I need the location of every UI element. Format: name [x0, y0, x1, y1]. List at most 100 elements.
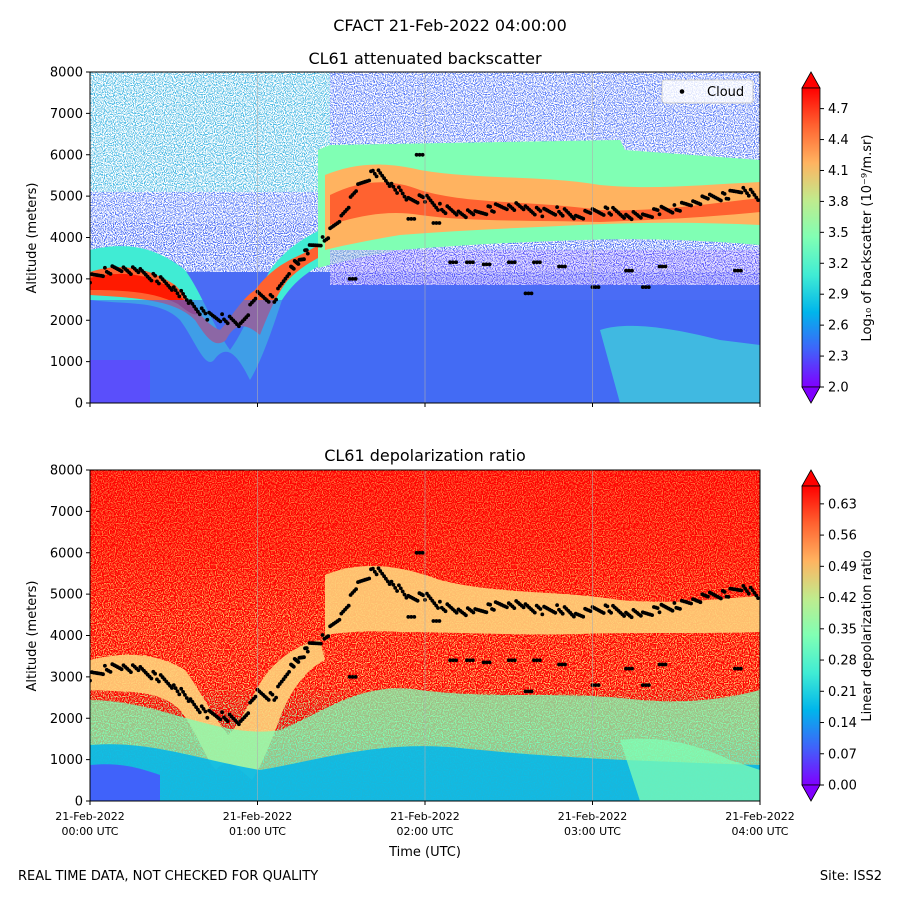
cloud-marker [266, 698, 271, 702]
cloud-marker [538, 209, 543, 213]
cloud-marker [523, 689, 528, 694]
cloud-marker [220, 312, 225, 317]
cloud-marker [540, 214, 545, 219]
cloud-marker [640, 285, 645, 289]
backscatter-cloud-hot-left [90, 273, 200, 315]
backscatter-y-ticks: 0 1000 2000 3000 4000 5000 6000 7000 8000 [50, 66, 90, 412]
cloud-marker [481, 660, 486, 665]
cloud-marker [376, 566, 381, 571]
cloud-marker [678, 607, 682, 611]
cloud-marker [465, 658, 469, 663]
cloud-marker [395, 191, 399, 195]
y-tick-label: 5000 [50, 588, 83, 603]
x-tick-label-time: 00:00 UTC [61, 825, 118, 838]
depolarization-grid [257, 470, 593, 801]
y-tick-label: 7000 [50, 107, 83, 122]
cloud-marker [305, 649, 310, 654]
cloud-marker [246, 711, 251, 716]
x-tick-label-date: 21-Feb-2022 [558, 810, 627, 823]
cloud-marker [431, 221, 436, 225]
cloud-marker [246, 313, 251, 318]
cloud-marker [471, 212, 476, 217]
cloud-marker [512, 208, 517, 213]
cloud-marker [532, 658, 536, 663]
cloud-marker [660, 264, 665, 269]
cloud-marker [593, 285, 598, 289]
cloud-marker [291, 266, 296, 271]
cloud-marker [417, 152, 422, 157]
cloud-marker [253, 296, 258, 301]
footer-quality-note: REAL TIME DATA, NOT CHECKED FOR QUALITY [18, 869, 319, 884]
cloud-marker [605, 206, 610, 211]
cloud-marker [431, 619, 436, 623]
cloud-marker [643, 683, 648, 687]
depolarization-cloud-layer [325, 565, 760, 635]
cloud-marker [609, 212, 613, 217]
cloud-marker [192, 304, 197, 309]
colorbar-tick-label: 0.14 [828, 716, 857, 731]
cloud-marker [406, 217, 411, 221]
cloud-marker [136, 270, 141, 275]
colorbar-tick-label: 3.8 [828, 195, 849, 210]
cloud-marker [532, 212, 537, 217]
cloud-marker [353, 675, 358, 679]
cloud-marker [417, 550, 422, 555]
cloud-marker [371, 566, 375, 571]
cloud-marker [492, 210, 496, 214]
cloud-marker [733, 268, 737, 273]
cloud-marker [526, 291, 531, 296]
backscatter-cloud-markers [90, 152, 760, 329]
cloud-marker [218, 717, 223, 722]
backscatter-grid [257, 72, 593, 403]
depolarization-title: CL61 depolarization ratio [324, 446, 526, 465]
cloud-marker [471, 260, 475, 265]
cloud-marker [719, 596, 723, 601]
x-tick-label-date: 21-Feb-2022 [725, 810, 794, 823]
cloud-marker [532, 610, 537, 615]
cloud-marker [367, 178, 372, 183]
cloud-marker [320, 633, 325, 637]
cloud-marker [596, 285, 601, 289]
cloud-marker [400, 191, 405, 196]
cloud-marker [512, 658, 517, 663]
cloud-marker [689, 203, 693, 208]
cloud-marker [512, 260, 517, 265]
cloud-marker [409, 615, 414, 619]
cloud-marker [201, 707, 206, 711]
x-axis-label: Time (UTC) [388, 845, 461, 860]
cloud-marker [748, 585, 753, 590]
backscatter-lower-plume [600, 325, 760, 403]
cloud-marker [175, 689, 180, 694]
cloud-marker [350, 675, 355, 679]
cloud-marker [540, 612, 545, 617]
depolarization-colorbar-label: Linear depolarization ratio [860, 550, 875, 721]
cloud-marker [153, 273, 158, 278]
cloud-marker [326, 236, 331, 241]
cloud-marker [506, 260, 511, 265]
cloud-marker [639, 613, 643, 618]
cloud-marker [646, 285, 651, 289]
cloud-marker [454, 212, 459, 217]
backscatter-colorbar-label: Log₁₀ of backscatter (10⁻⁹/m.sr) [860, 135, 875, 342]
y-tick-label: 4000 [50, 629, 83, 644]
cloud-marker [296, 660, 301, 664]
cloud-marker [434, 619, 439, 623]
cloud-marker [196, 707, 200, 712]
y-tick-label: 2000 [50, 314, 83, 329]
cloud-marker [108, 670, 113, 674]
cloud-marker [376, 168, 381, 173]
cloud-marker [437, 221, 442, 225]
cloud-marker [421, 593, 425, 598]
colorbar-tick-label: 2.3 [828, 350, 849, 365]
cloud-marker [639, 215, 643, 220]
cloud-marker [287, 670, 291, 674]
cloud-marker [563, 662, 567, 667]
colorbar-tick-label: 0.63 [828, 497, 857, 512]
cloud-marker [320, 235, 325, 239]
cloud-marker [509, 260, 514, 265]
cloud-marker [736, 666, 740, 671]
cloud-marker [385, 579, 390, 584]
cloud-marker [175, 291, 180, 296]
cloud-marker [752, 193, 757, 197]
colorbar-tick-label: 4.7 [828, 102, 849, 117]
